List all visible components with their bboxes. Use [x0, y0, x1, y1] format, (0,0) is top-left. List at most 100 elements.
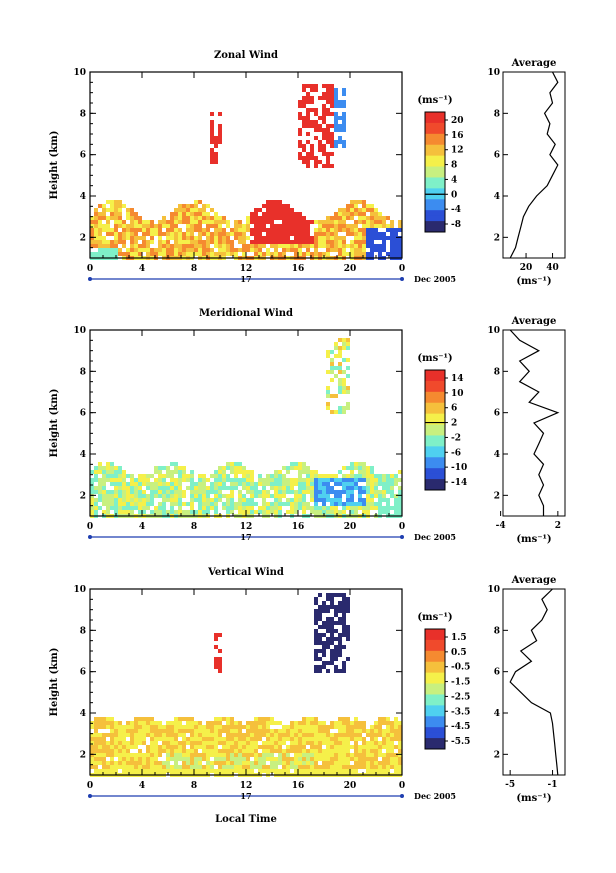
heatmap-cell [350, 466, 354, 470]
heatmap-cell [342, 236, 346, 240]
average-profile-line [509, 329, 560, 516]
heatmap-cell [166, 494, 170, 498]
heatmap-cell [334, 721, 338, 725]
heatmap-cell [114, 745, 118, 749]
heatmap-cell [230, 244, 234, 248]
heatmap-cell [186, 248, 190, 252]
heatmap-cell [106, 498, 110, 502]
heatmap-cell [326, 482, 330, 486]
heatmap-cell [354, 729, 358, 733]
heatmap-cell [218, 232, 222, 236]
heatmap-cell [142, 506, 146, 510]
heatmap-cell [138, 228, 142, 232]
heatmap-cell [134, 228, 138, 232]
y-axis-label: Height (km) [49, 648, 60, 717]
heatmap-cell [190, 490, 194, 494]
heatmap-cell [206, 486, 210, 490]
heatmap-cell [238, 240, 242, 244]
heatmap-cell [134, 216, 138, 220]
heatmap-cell [170, 741, 174, 745]
heatmap-cell [390, 749, 394, 753]
heatmap-cell [294, 228, 298, 232]
heatmap-cell [286, 757, 290, 761]
heatmap-cell [110, 749, 114, 753]
heatmap-cell [266, 494, 270, 498]
heatmap-cell [330, 358, 334, 362]
heatmap-cell [114, 721, 118, 725]
heatmap-cell [226, 769, 230, 773]
heatmap-cell [338, 338, 342, 342]
heatmap-cell [242, 753, 246, 757]
heatmap-cell [286, 228, 290, 232]
heatmap-cell [230, 232, 234, 236]
colorbar-segment [425, 172, 445, 178]
heatmap-cell [350, 510, 354, 514]
heatmap-cell [194, 729, 198, 733]
heatmap-cell [390, 761, 394, 765]
heatmap-cell [214, 637, 218, 641]
heatmap-cell [274, 721, 278, 725]
heatmap-cell [314, 128, 318, 132]
heatmap-cell [282, 474, 286, 478]
heatmap-cell [398, 498, 402, 502]
heatmap-cell [310, 474, 314, 478]
heatmap-cell [98, 769, 102, 773]
heatmap-cell [282, 224, 286, 228]
heatmap-cell [162, 749, 166, 753]
heatmap-cell [310, 478, 314, 482]
heatmap-cell [238, 236, 242, 240]
heatmap-cell [106, 510, 110, 514]
heatmap-cell [222, 466, 226, 470]
heatmap-cell [278, 498, 282, 502]
heatmap-cell [330, 92, 334, 96]
heatmap-cell [358, 765, 362, 769]
heatmap-cell [382, 220, 386, 224]
heatmap-cell [122, 733, 126, 737]
heatmap-cell [230, 510, 234, 514]
heatmap-cell [154, 769, 158, 773]
heatmap-cell [286, 745, 290, 749]
heatmap-cell [398, 737, 402, 741]
heatmap-cell [354, 733, 358, 737]
heatmap-cell [350, 200, 354, 204]
heatmap-cell [278, 490, 282, 494]
heatmap-cell [318, 637, 322, 641]
heatmap-cell [318, 741, 322, 745]
colorbar-tick-label: 10 [451, 389, 464, 399]
heatmap-cell [126, 482, 130, 486]
heatmap-cell [114, 498, 118, 502]
heatmap-cell [318, 633, 322, 637]
heatmap-cell [322, 749, 326, 753]
heatmap-cell [234, 761, 238, 765]
heatmap-cell [254, 502, 258, 506]
heatmap-cell [298, 721, 302, 725]
heatmap-cell [306, 749, 310, 753]
heatmap-cell [118, 753, 122, 757]
heatmap-cell [282, 725, 286, 729]
heatmap-cell [314, 244, 318, 248]
heatmap-cell [298, 757, 302, 761]
heatmap-cell [198, 232, 202, 236]
heatmap-cell [142, 765, 146, 769]
heatmap-cell [370, 482, 374, 486]
heatmap-cell [254, 761, 258, 765]
heatmap-cell [186, 474, 190, 478]
colorbar-segment [425, 716, 445, 723]
heatmap-cell [234, 482, 238, 486]
heatmap-cell [390, 753, 394, 757]
heatmap-cell [286, 232, 290, 236]
heatmap-cell [218, 490, 222, 494]
heatmap-cell [298, 494, 302, 498]
heatmap-cell [342, 661, 346, 665]
heatmap-cell [274, 737, 278, 741]
heatmap-cell [274, 204, 278, 208]
heatmap-cell [170, 244, 174, 248]
heatmap-cell [330, 224, 334, 228]
heatmap-cell [302, 216, 306, 220]
heatmap-cell [366, 204, 370, 208]
heatmap-cell [334, 645, 338, 649]
heatmap-cell [246, 765, 250, 769]
heatmap-cell [306, 156, 310, 160]
heatmap-cell [342, 721, 346, 725]
heatmap-cell [370, 753, 374, 757]
